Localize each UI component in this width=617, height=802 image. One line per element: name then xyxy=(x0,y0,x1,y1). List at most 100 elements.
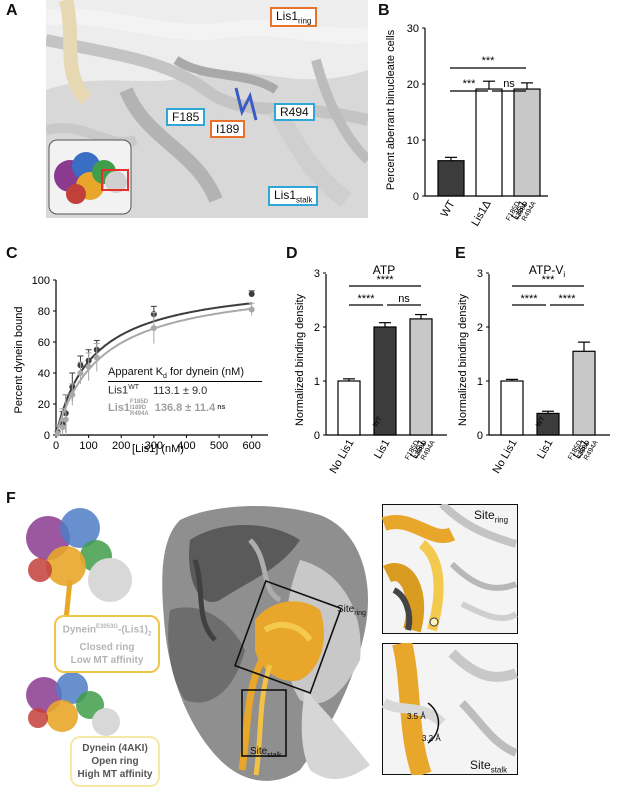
b-ytick: 10 xyxy=(407,135,419,147)
c-xtick: 0 xyxy=(53,440,59,452)
d-ytick: 2 xyxy=(314,322,320,334)
c-ytick: 20 xyxy=(38,399,50,411)
d-xtick: No Lis1 xyxy=(328,438,357,476)
e-sig: *** xyxy=(542,274,556,286)
label-lis1-stalk: Lis1stalk xyxy=(268,186,319,207)
f-closed-line1: DyneinE3053G-(Lis1)2 xyxy=(62,624,152,638)
c-legend-row-wt: Lis1WT 113.1 ± 9.0 xyxy=(108,384,208,397)
f-label-site-ring: Sitering xyxy=(337,604,366,617)
f-distance-b: 3.2 Å xyxy=(422,734,441,743)
data-point xyxy=(54,430,61,437)
panel-b-chart: Percent aberrant binucleate cells 0 10 2… xyxy=(385,23,548,228)
c-xtick: 600 xyxy=(243,440,261,452)
c-xtick: 500 xyxy=(210,440,228,452)
c-ytick: 60 xyxy=(38,337,50,349)
label-f185: F185 xyxy=(166,108,206,126)
panel-f-small-structures xyxy=(26,508,132,736)
panel-e-letter: E xyxy=(455,245,466,262)
f-label-site-stalk: Sitestalk xyxy=(250,746,282,759)
c-ytick: 40 xyxy=(38,368,50,380)
panel-f-letter: F xyxy=(6,490,16,507)
d-ytick: 1 xyxy=(314,376,320,388)
f-distance-a: 3.5 Å xyxy=(407,712,426,721)
d-sig: **** xyxy=(376,274,394,286)
d-title: ATP xyxy=(373,263,395,277)
bar xyxy=(337,380,361,436)
f-open-ring-box: Dynein (4AKI) Open ring High MT affinity xyxy=(70,736,160,787)
f-zoom-label-stalk: Sitestalk xyxy=(470,758,508,775)
d-xtick-sup: WT xyxy=(372,415,384,429)
data-point xyxy=(85,363,92,370)
b-ytick: 0 xyxy=(413,191,419,203)
c-xlabel: [Lis1] (nM) xyxy=(132,443,184,455)
d-ylabel: Normalized binding density xyxy=(294,293,306,426)
b-ytick: 20 xyxy=(407,79,419,91)
d-sig: **** xyxy=(357,293,375,305)
c-ytick: 100 xyxy=(32,275,50,287)
f-open-line3: High MT affinity xyxy=(77,769,153,780)
panel-f-main-structure xyxy=(162,505,370,781)
data-point xyxy=(93,354,100,361)
label-r494: R494 xyxy=(274,103,315,121)
panel-e-chart: ATP-Vi Normalized binding density 0 1 2 … xyxy=(457,263,610,476)
f-zoom-site-ring xyxy=(382,504,518,634)
e-ylabel: Normalized binding density xyxy=(457,293,469,426)
f-closed-line2: Closed ring xyxy=(79,642,135,654)
f-closed-ring-box: DyneinE3053G-(Lis1)2 Closed ring Low MT … xyxy=(54,615,160,674)
b-xtick: WT xyxy=(439,198,458,219)
b-sig: *** xyxy=(482,55,496,67)
c-legend-title: Apparent Kd for dynein (nM) xyxy=(108,366,262,383)
panel-a-letter: A xyxy=(6,2,18,19)
c-legend-row-mut: Lis1 F185D I189D R494A 136.8 ± 11.4 ns xyxy=(108,398,226,417)
e-ytick: 1 xyxy=(477,376,483,388)
d-ytick: 0 xyxy=(314,430,320,442)
data-point xyxy=(69,391,76,398)
b-sig: *** xyxy=(463,78,477,90)
e-title: ATP-Vi xyxy=(529,263,565,279)
bar xyxy=(409,318,433,436)
bar xyxy=(513,88,541,197)
b-ylabel: Percent aberrant binucleate cells xyxy=(385,29,397,190)
label-i189: I189 xyxy=(210,120,246,138)
data-point xyxy=(77,370,84,376)
data-point xyxy=(62,416,69,423)
data-point xyxy=(248,306,255,313)
d-xtick: Lis1 xyxy=(372,438,392,461)
e-ytick: 2 xyxy=(477,322,483,334)
e-xtick: Lis1 xyxy=(535,438,555,461)
b-xtick: Lis1Δ xyxy=(469,198,493,228)
panel-d-letter: D xyxy=(286,245,298,262)
bar xyxy=(475,88,503,197)
c-ytick: 80 xyxy=(38,306,50,318)
d-sig: ns xyxy=(398,293,410,305)
panel-d-chart: ATP Normalized binding density 0 1 2 3 *… xyxy=(294,263,447,476)
panel-b-letter: B xyxy=(378,2,390,19)
panel-c-chart: Percent dynein bound 0 20 40 60 80 100 0 100 200… xyxy=(13,275,268,455)
bar xyxy=(572,350,596,436)
e-xtick-sup: WT xyxy=(535,415,547,429)
e-ytick: 0 xyxy=(477,430,483,442)
c-xtick: 400 xyxy=(177,440,195,452)
c-ylabel: Percent dynein bound xyxy=(13,306,25,413)
f-open-line2: Open ring xyxy=(91,756,139,767)
panel-c-letter: C xyxy=(6,245,18,262)
c-ytick: 0 xyxy=(44,430,50,442)
b-ytick: 30 xyxy=(407,23,419,35)
d-ytick: 3 xyxy=(314,268,320,280)
f-zoom-site-stalk: 3.5 Å 3.2 Å xyxy=(382,643,518,775)
data-point xyxy=(248,290,255,297)
c-legend: Apparent Kd for dynein (nM) Lis1WT 113.1 … xyxy=(108,366,262,417)
f-zoom-label-ring: Sitering xyxy=(474,508,509,525)
data-point xyxy=(59,424,66,431)
e-ytick: 3 xyxy=(477,268,483,280)
f-open-line1: Dynein (4AKI) xyxy=(82,743,148,754)
bar xyxy=(437,160,465,197)
e-xtick: No Lis1 xyxy=(491,438,520,476)
data-point xyxy=(150,325,157,332)
c-xtick: 100 xyxy=(79,440,97,452)
e-sig: **** xyxy=(558,293,576,305)
c-xtick: 200 xyxy=(112,440,130,452)
e-sig: **** xyxy=(520,293,538,305)
f-closed-line3: Low MT affinity xyxy=(70,655,144,667)
